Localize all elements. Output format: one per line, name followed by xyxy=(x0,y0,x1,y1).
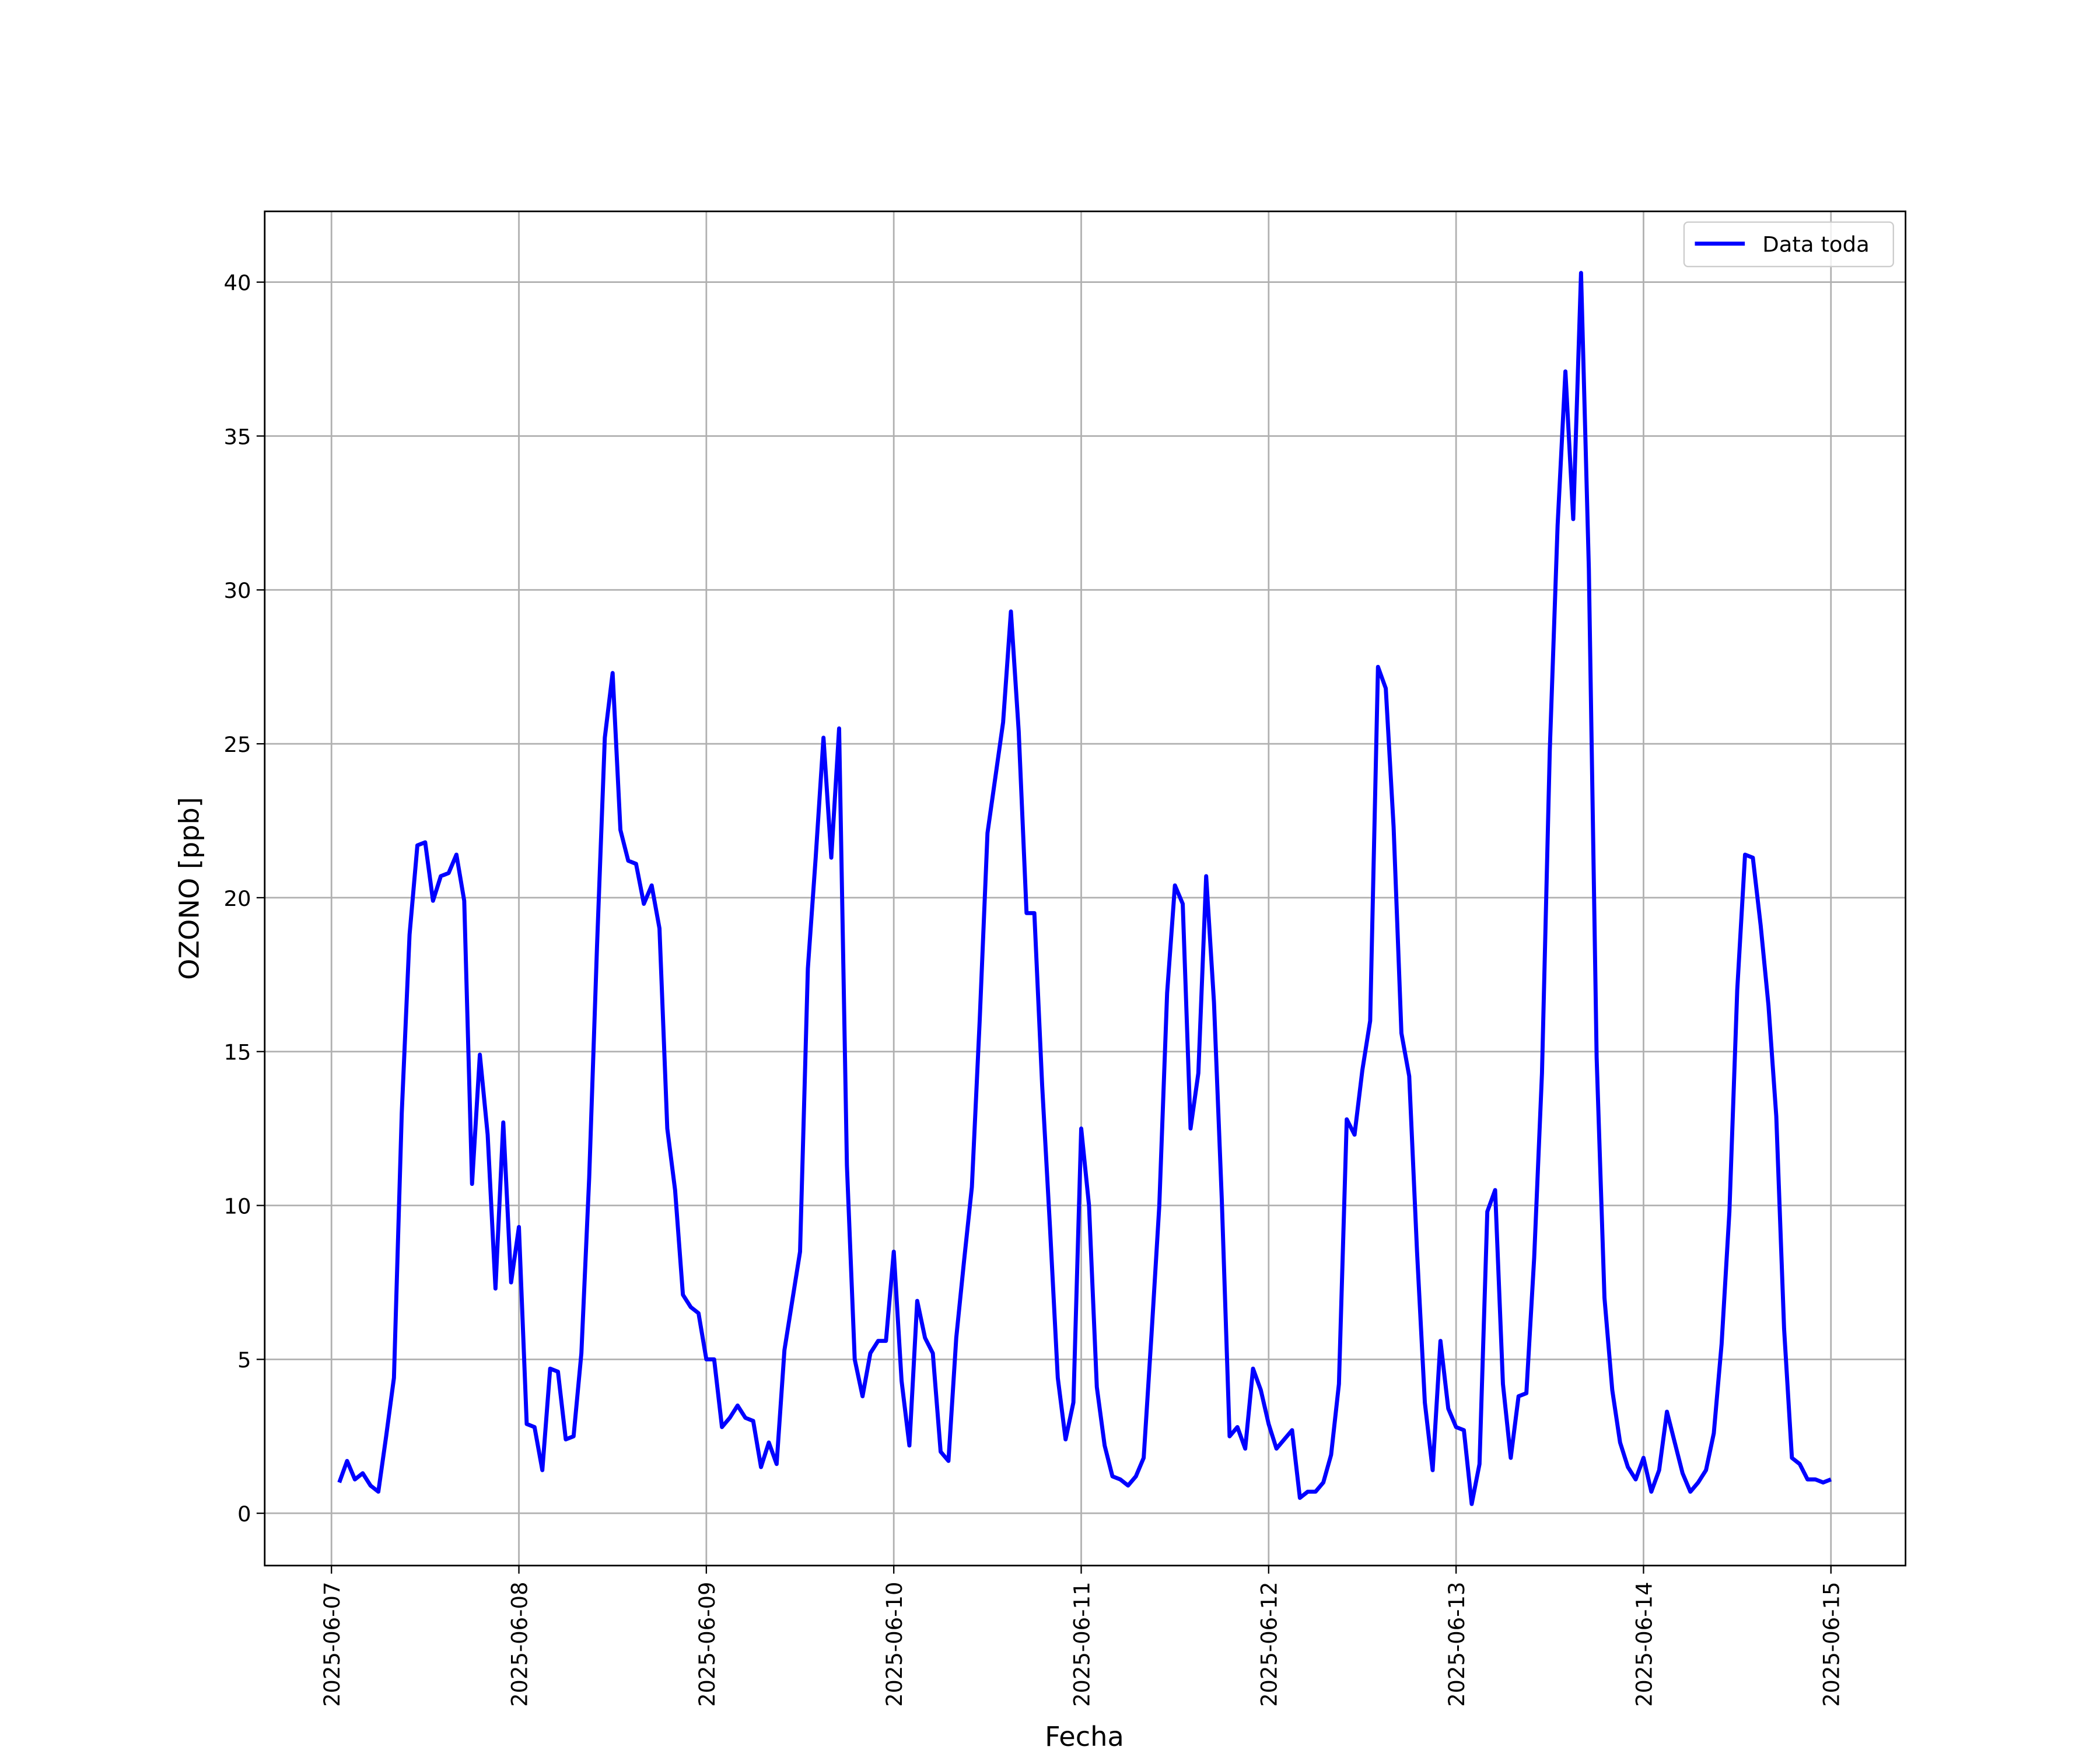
y-tick-label: 0 xyxy=(237,1502,251,1527)
x-axis-label: Fecha xyxy=(1045,1721,1124,1750)
x-tick-label: 2025-06-12 xyxy=(1257,1582,1282,1707)
legend-label: Data toda xyxy=(1762,232,1870,257)
data-line xyxy=(337,271,1832,1506)
x-tick-label: 2025-06-15 xyxy=(1819,1582,1845,1707)
y-tick-label: 30 xyxy=(223,578,251,603)
y-tick-label: 35 xyxy=(223,424,251,449)
legend-box xyxy=(1683,221,1894,268)
x-tick-label: 2025-06-10 xyxy=(882,1582,907,1707)
x-tick-label: 2025-06-08 xyxy=(507,1582,532,1707)
x-tick-label: 2025-06-14 xyxy=(1632,1582,1657,1707)
x-tick-label: 2025-06-07 xyxy=(320,1582,345,1707)
x-tick-label: 2025-06-11 xyxy=(1069,1582,1094,1707)
y-tick-label: 20 xyxy=(223,886,251,911)
plot-frame xyxy=(264,210,1907,1567)
x-tick-label: 2025-06-13 xyxy=(1444,1582,1469,1707)
y-axis-label: OZONO [ppb] xyxy=(173,797,205,980)
y-tick-label: 15 xyxy=(223,1040,251,1065)
x-tick-label: 2025-06-09 xyxy=(695,1582,720,1707)
y-tick-label: 10 xyxy=(223,1194,251,1219)
y-tick-label: 25 xyxy=(223,732,251,757)
y-tick-label: 40 xyxy=(223,271,251,296)
y-tick-label: 5 xyxy=(237,1348,251,1373)
